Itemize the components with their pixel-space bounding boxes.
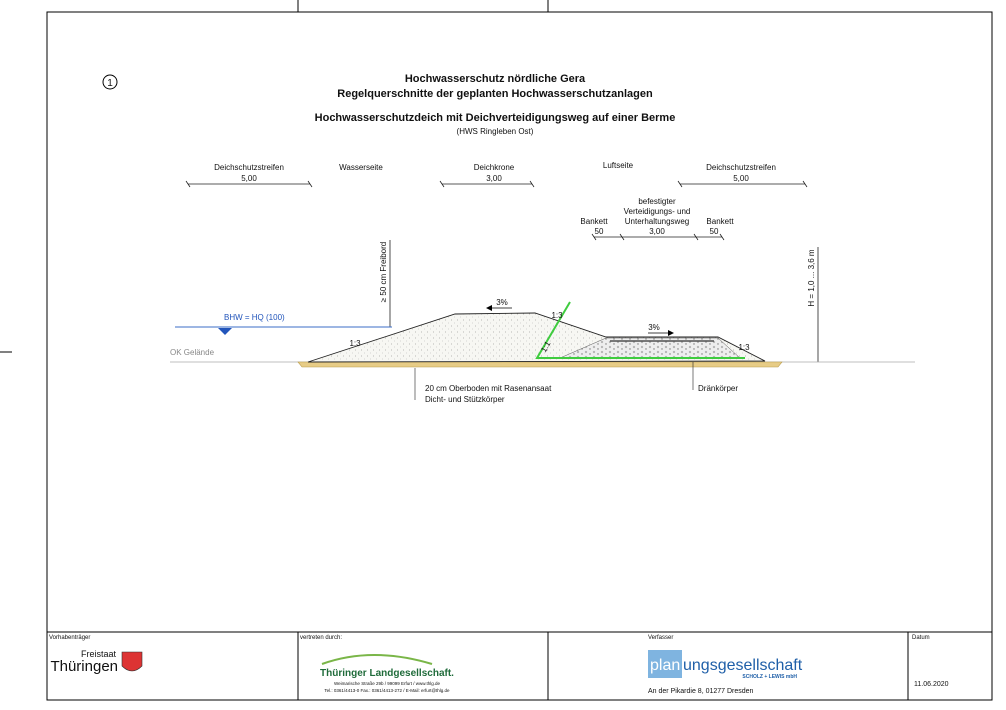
- slope-label: 1:3: [349, 339, 361, 348]
- logo-swoosh: [321, 654, 433, 665]
- address: An der Pikardie 8, 01277 Dresden: [648, 688, 754, 695]
- layer-label: 20 cm Oberboden mit Rasenansaat: [425, 384, 552, 393]
- dim-value: 5,00: [241, 174, 257, 183]
- side-label: Luftseite: [603, 161, 634, 170]
- path-label: befestigter: [638, 197, 676, 206]
- height-label: H = 1,0 ... 3,6 m: [807, 249, 816, 306]
- date: 11.06.2020: [914, 681, 949, 688]
- water-level: BHW = HQ (100): [224, 313, 285, 322]
- dim-label: Deichschutzstreifen: [214, 163, 284, 172]
- section-title: Hochwasserschutzdeich mit Deichverteidig…: [315, 112, 676, 124]
- slope-label: 1:3: [738, 343, 750, 352]
- dim-value: 50: [710, 227, 719, 236]
- ground-label: OK Gelände: [170, 348, 215, 357]
- logo-box: [648, 650, 682, 678]
- path-label: Verteidigungs- und: [624, 207, 691, 216]
- dim-value: 5,00: [733, 174, 749, 183]
- dimension-lines: [185, 180, 819, 362]
- dim-value: 50: [595, 227, 604, 236]
- side-label: Wasserseite: [339, 163, 383, 172]
- block-label: vertreten durch:: [300, 635, 342, 641]
- freeboard-label: ≥ 50 cm Freibord: [379, 242, 388, 302]
- block-label: Verfasser: [648, 635, 673, 641]
- title-block: [47, 631, 992, 700]
- section-subtitle: (HWS Ringleben Ost): [457, 127, 534, 136]
- logo-text: ungsgesellschaft: [683, 657, 803, 674]
- address: Weimarische Straße 29b / 99099 Erfurt / …: [334, 681, 440, 686]
- block-label: Vorhabenträger: [49, 635, 90, 641]
- logo-text: Freistaat: [81, 649, 117, 659]
- dim-label: Bankett: [706, 217, 734, 226]
- slope-label: 3%: [648, 323, 660, 332]
- layer-label: Dicht- und Stützkörper: [425, 395, 505, 404]
- dim-value: 3,00: [486, 174, 502, 183]
- dim-label: Deichschutzstreifen: [706, 163, 776, 172]
- slope-label: 3%: [496, 298, 508, 307]
- logo-text: Thüringer Landgesellschaft.: [320, 668, 454, 679]
- title: Hochwasserschutz nördliche Gera: [405, 73, 586, 85]
- address: Tel.: 0361/4413-0 Fax.: 0361/4413-272 / …: [324, 688, 450, 693]
- frame: [46, 11, 993, 701]
- sheet-number: 1: [107, 78, 113, 89]
- subtitle: Regelquerschnitte der geplanten Hochwass…: [337, 88, 653, 100]
- coat-of-arms: [121, 651, 143, 672]
- path-label: Unterhaltungsweg: [625, 217, 689, 226]
- cross-section: [170, 301, 915, 400]
- dim-label: Bankett: [580, 217, 608, 226]
- logo-sub: SCHOLZ + LEWIS mbH: [742, 674, 797, 680]
- slope-label: 1:3: [551, 311, 563, 320]
- block-label: Datum: [912, 635, 930, 641]
- dim-label: Deichkrone: [474, 163, 515, 172]
- logo-text: plan: [650, 657, 680, 674]
- frame-ticks: [0, 0, 549, 353]
- layer-label: Dränkörper: [698, 384, 738, 393]
- number-circle: [102, 74, 118, 90]
- dim-value: 3,00: [649, 227, 665, 236]
- logo-text: Thüringen: [50, 658, 118, 675]
